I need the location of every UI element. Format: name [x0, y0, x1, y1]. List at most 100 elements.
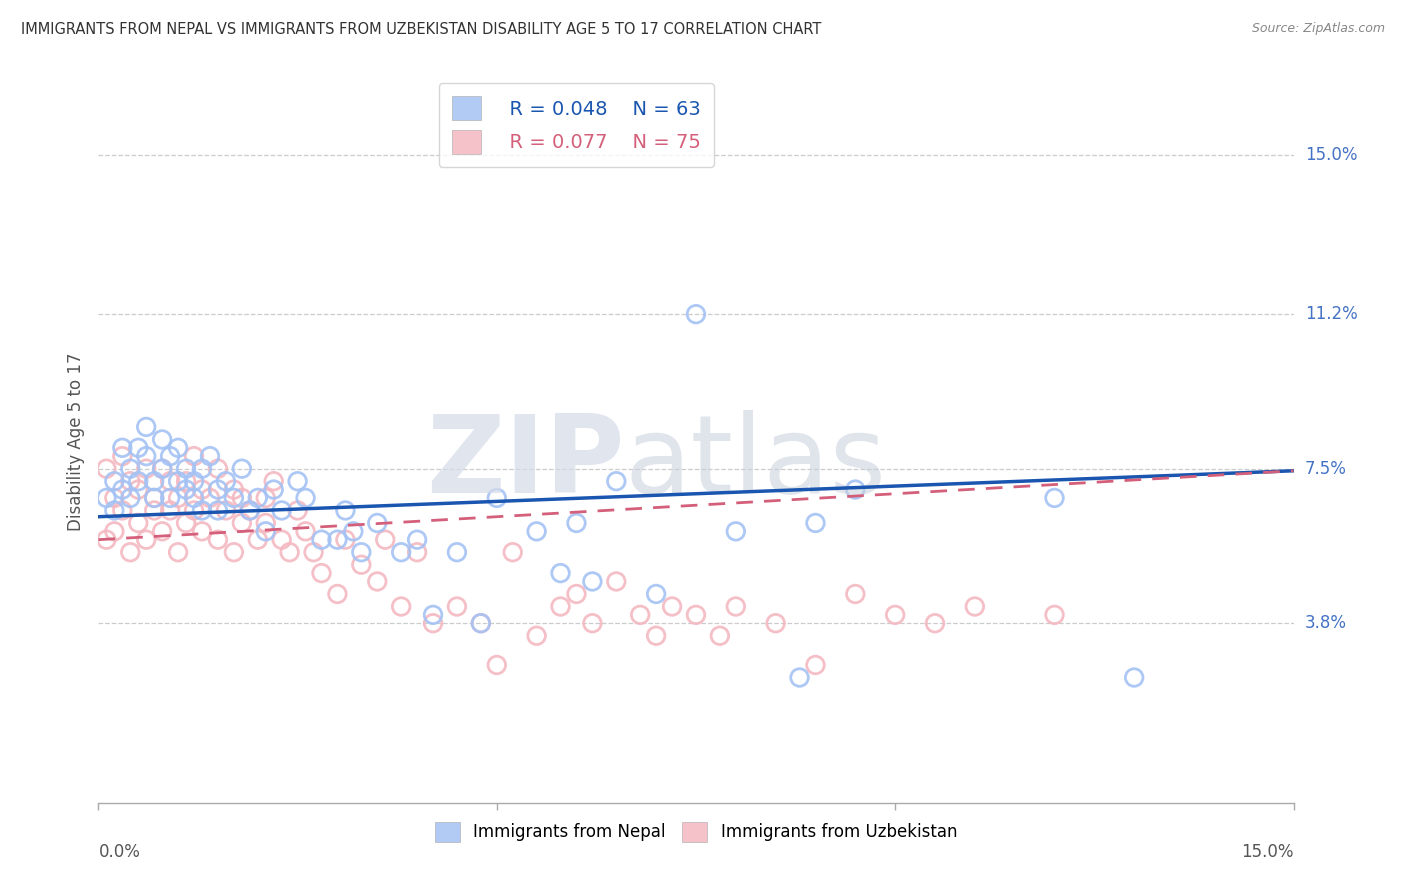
Point — [263, 483, 285, 497]
Point — [661, 599, 683, 614]
Text: atlas: atlas — [624, 410, 886, 516]
Point — [628, 607, 651, 622]
Point — [159, 474, 181, 488]
Point — [550, 566, 572, 580]
Point — [191, 524, 214, 539]
Point — [103, 491, 125, 505]
Point — [239, 503, 262, 517]
Point — [191, 483, 214, 497]
Point — [804, 657, 827, 672]
Point — [326, 587, 349, 601]
Point — [159, 503, 181, 517]
Text: IMMIGRANTS FROM NEPAL VS IMMIGRANTS FROM UZBEKISTAN DISABILITY AGE 5 TO 17 CORRE: IMMIGRANTS FROM NEPAL VS IMMIGRANTS FROM… — [21, 22, 821, 37]
Point — [96, 491, 118, 505]
Point — [135, 533, 157, 547]
Point — [485, 657, 508, 672]
Point — [884, 607, 907, 622]
Point — [254, 524, 277, 539]
Point — [724, 599, 747, 614]
Point — [287, 503, 309, 517]
Point — [389, 599, 412, 614]
Point — [167, 491, 190, 505]
Point — [120, 474, 142, 488]
Point — [311, 566, 333, 580]
Point — [150, 461, 173, 475]
Point — [446, 545, 468, 559]
Point — [350, 558, 373, 572]
Point — [485, 491, 508, 505]
Point — [135, 461, 157, 475]
Point — [844, 587, 866, 601]
Point — [120, 491, 142, 505]
Point — [127, 474, 149, 488]
Point — [502, 545, 524, 559]
Point — [924, 616, 946, 631]
Point — [844, 483, 866, 497]
Point — [111, 483, 134, 497]
Point — [222, 483, 245, 497]
Point — [335, 533, 357, 547]
Point — [215, 503, 238, 517]
Point — [342, 524, 364, 539]
Point — [581, 616, 603, 631]
Point — [389, 545, 412, 559]
Point — [167, 474, 190, 488]
Point — [685, 307, 707, 321]
Point — [406, 533, 429, 547]
Point — [143, 474, 166, 488]
Point — [174, 483, 197, 497]
Point — [287, 474, 309, 488]
Point — [135, 420, 157, 434]
Point — [406, 545, 429, 559]
Point — [191, 503, 214, 517]
Point — [709, 629, 731, 643]
Text: 3.8%: 3.8% — [1305, 615, 1347, 632]
Point — [198, 491, 221, 505]
Point — [120, 545, 142, 559]
Point — [685, 607, 707, 622]
Point — [111, 503, 134, 517]
Point — [326, 533, 349, 547]
Point — [422, 616, 444, 631]
Point — [278, 545, 301, 559]
Point — [366, 516, 388, 530]
Point — [231, 491, 253, 505]
Point — [724, 524, 747, 539]
Text: 15.0%: 15.0% — [1241, 843, 1294, 861]
Point — [645, 587, 668, 601]
Text: 7.5%: 7.5% — [1305, 459, 1347, 478]
Point — [167, 545, 190, 559]
Point — [120, 461, 142, 475]
Point — [446, 599, 468, 614]
Point — [350, 545, 373, 559]
Point — [150, 524, 173, 539]
Point — [215, 474, 238, 488]
Point — [605, 574, 627, 589]
Point — [143, 503, 166, 517]
Point — [246, 491, 269, 505]
Point — [246, 533, 269, 547]
Point — [150, 433, 173, 447]
Point — [207, 461, 229, 475]
Point — [270, 533, 292, 547]
Point — [96, 461, 118, 475]
Point — [335, 503, 357, 517]
Point — [526, 629, 548, 643]
Point — [207, 483, 229, 497]
Point — [111, 441, 134, 455]
Point — [526, 524, 548, 539]
Point — [174, 461, 197, 475]
Point — [294, 524, 316, 539]
Point — [231, 461, 253, 475]
Point — [270, 503, 292, 517]
Point — [311, 533, 333, 547]
Point — [183, 491, 205, 505]
Point — [302, 545, 325, 559]
Point — [127, 516, 149, 530]
Point — [183, 503, 205, 517]
Point — [231, 516, 253, 530]
Point — [565, 587, 588, 601]
Point — [143, 491, 166, 505]
Point — [143, 491, 166, 505]
Point — [207, 533, 229, 547]
